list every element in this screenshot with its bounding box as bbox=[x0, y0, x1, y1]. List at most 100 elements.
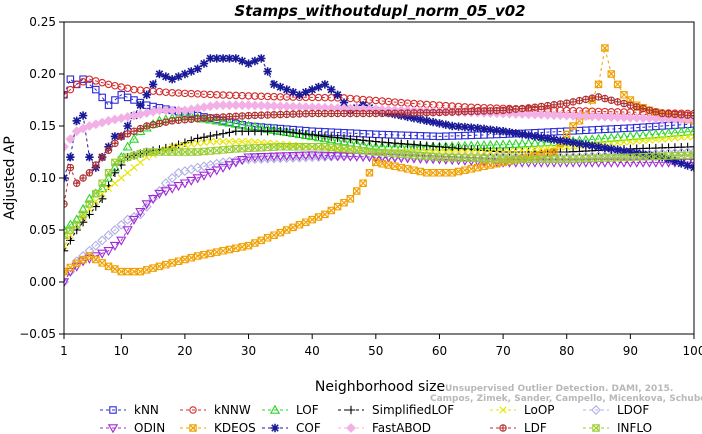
data-point bbox=[71, 214, 82, 224]
data-point bbox=[365, 136, 374, 146]
data-point bbox=[467, 148, 475, 156]
data-point bbox=[225, 54, 234, 63]
data-point bbox=[372, 109, 380, 118]
data-point bbox=[346, 134, 355, 144]
data-point bbox=[517, 138, 528, 148]
data-point bbox=[364, 153, 375, 163]
data-point bbox=[307, 151, 318, 161]
data-point bbox=[493, 148, 501, 156]
data-point bbox=[625, 131, 636, 141]
data-point bbox=[155, 119, 164, 128]
data-point bbox=[626, 138, 634, 146]
data-point bbox=[147, 195, 159, 205]
data-point bbox=[212, 130, 221, 140]
data-point bbox=[671, 134, 679, 142]
data-point bbox=[524, 146, 533, 154]
data-point bbox=[669, 127, 681, 137]
data-point bbox=[206, 147, 215, 155]
data-point bbox=[263, 111, 272, 119]
data-point bbox=[186, 176, 197, 186]
data-point bbox=[327, 132, 336, 142]
data-point bbox=[442, 108, 450, 116]
data-point bbox=[568, 110, 578, 121]
data-point bbox=[301, 88, 311, 97]
data-point bbox=[205, 114, 216, 124]
data-point bbox=[314, 131, 323, 140]
data-point bbox=[327, 206, 336, 215]
chart-title: Stamps_withoutdupl_norm_05_v02 bbox=[234, 2, 525, 20]
data-point bbox=[92, 197, 100, 205]
data-point bbox=[142, 122, 151, 130]
series-inflo bbox=[64, 143, 694, 239]
data-point bbox=[244, 59, 253, 68]
legend-label: LoOP bbox=[524, 403, 555, 417]
data-point bbox=[256, 153, 267, 163]
data-point bbox=[531, 145, 539, 153]
data-point bbox=[104, 101, 113, 109]
data-point bbox=[72, 116, 81, 125]
data-point bbox=[594, 80, 603, 89]
data-point bbox=[606, 112, 617, 122]
data-point bbox=[339, 134, 349, 143]
data-point bbox=[677, 111, 686, 119]
x-tick-label: 70 bbox=[495, 344, 510, 358]
data-point bbox=[97, 194, 107, 203]
watermark-line-2: Campos, Zimek, Sander, Campello, Micenko… bbox=[430, 394, 702, 404]
data-point bbox=[460, 122, 470, 132]
data-point bbox=[517, 130, 527, 139]
data-point bbox=[631, 130, 642, 140]
data-point bbox=[117, 156, 126, 164]
data-point bbox=[136, 124, 145, 133]
data-point bbox=[486, 161, 495, 169]
data-point bbox=[599, 158, 611, 168]
y-tick-label: 0.00 bbox=[29, 275, 56, 289]
data-point bbox=[97, 183, 108, 193]
series-layer bbox=[64, 44, 694, 288]
data-point bbox=[173, 182, 184, 192]
data-point bbox=[486, 107, 495, 115]
data-point bbox=[492, 106, 501, 115]
data-point bbox=[289, 223, 297, 232]
legend-marker bbox=[592, 424, 600, 432]
data-point bbox=[111, 265, 119, 273]
data-point bbox=[613, 98, 622, 106]
data-point bbox=[581, 140, 591, 149]
y-axis-ticks: −0.05 0.00 0.05 0.10 0.15 0.20 0.25 bbox=[19, 15, 64, 341]
data-point bbox=[64, 200, 68, 208]
data-point bbox=[154, 105, 165, 116]
data-point bbox=[64, 267, 68, 276]
legend-marker bbox=[107, 424, 119, 434]
data-point bbox=[187, 115, 196, 123]
data-point bbox=[561, 110, 572, 121]
data-point bbox=[174, 257, 183, 265]
data-point bbox=[333, 202, 342, 211]
data-point bbox=[569, 122, 577, 130]
data-point bbox=[64, 246, 69, 255]
data-point bbox=[473, 107, 482, 115]
data-point bbox=[219, 138, 227, 146]
data-point bbox=[244, 111, 253, 120]
data-point bbox=[639, 136, 647, 145]
data-point bbox=[193, 115, 202, 123]
data-point bbox=[365, 169, 374, 177]
data-point bbox=[155, 69, 164, 79]
legend-marker bbox=[109, 406, 117, 414]
data-point bbox=[690, 111, 694, 120]
data-point bbox=[257, 111, 266, 119]
data-point bbox=[422, 109, 431, 117]
data-point bbox=[333, 133, 342, 142]
data-point bbox=[116, 236, 127, 246]
data-point bbox=[282, 110, 291, 119]
data-point bbox=[370, 153, 381, 163]
data-point bbox=[64, 242, 68, 250]
data-point bbox=[537, 102, 546, 111]
data-point bbox=[683, 111, 692, 119]
data-point bbox=[187, 67, 196, 76]
data-point bbox=[136, 101, 145, 110]
data-point bbox=[66, 153, 75, 162]
data-point bbox=[269, 101, 279, 111]
data-point bbox=[66, 75, 75, 83]
legend-marker bbox=[346, 405, 356, 415]
data-point bbox=[313, 132, 324, 142]
data-point bbox=[676, 126, 687, 136]
